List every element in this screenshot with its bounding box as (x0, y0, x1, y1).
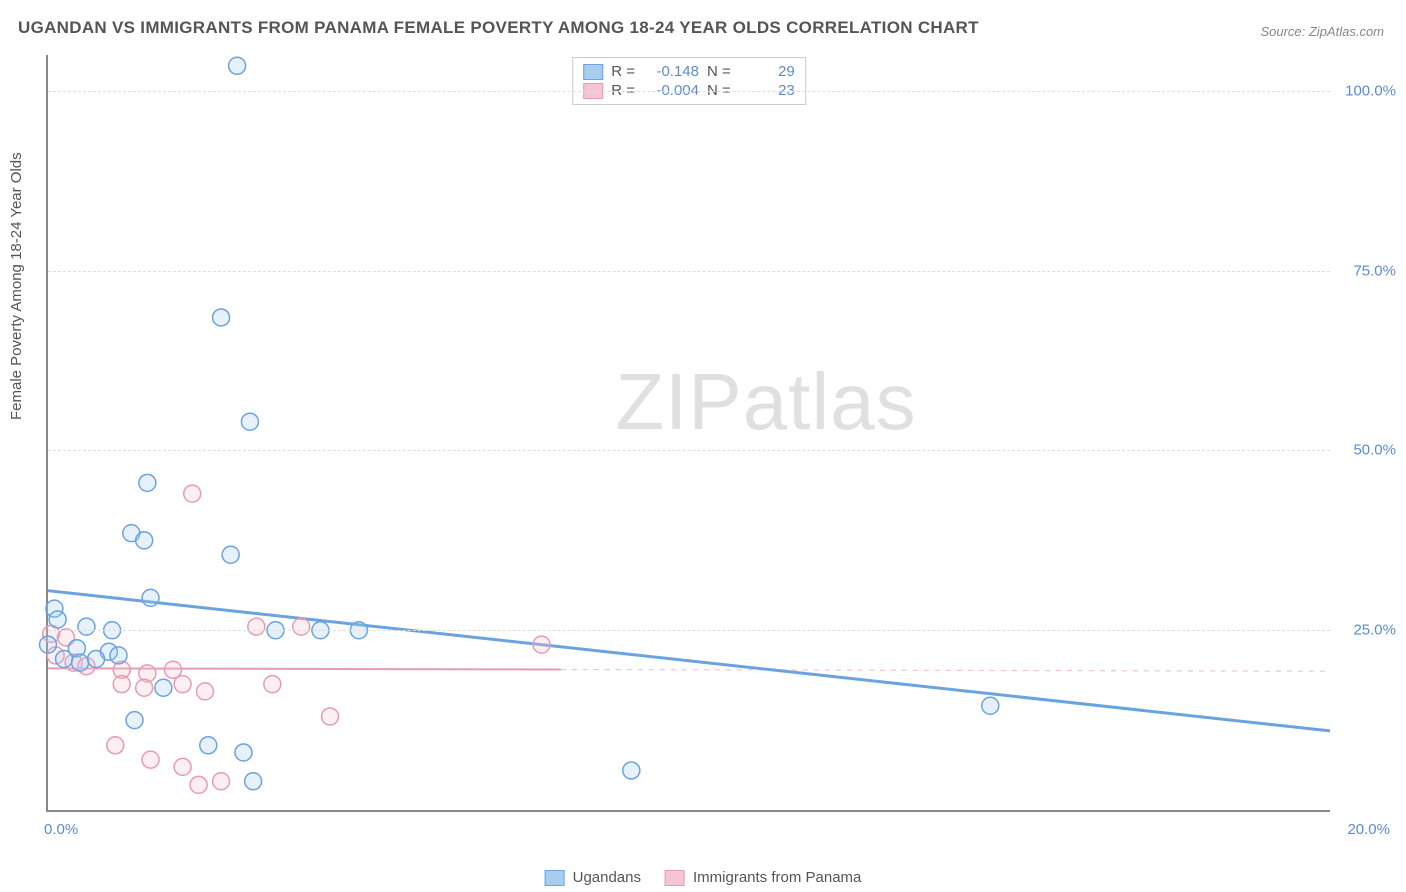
data-point-series-0 (126, 712, 143, 729)
data-point-series-1 (293, 618, 310, 635)
data-point-series-0 (213, 309, 230, 326)
y-tick-label: 75.0% (1353, 262, 1396, 279)
series-0-name: Ugandans (573, 869, 641, 886)
data-point-series-0 (72, 654, 89, 671)
swatch-series-1 (665, 870, 685, 886)
data-point-series-0 (982, 697, 999, 714)
data-point-series-0 (222, 546, 239, 563)
data-point-series-0 (139, 474, 156, 491)
data-point-series-1 (197, 683, 214, 700)
data-point-series-1 (174, 758, 191, 775)
data-point-series-0 (155, 679, 172, 696)
data-point-series-0 (623, 762, 640, 779)
data-point-series-1 (322, 708, 339, 725)
data-point-series-1 (136, 679, 153, 696)
data-point-series-0 (56, 651, 73, 668)
swatch-series-0 (545, 870, 565, 886)
data-point-series-0 (88, 651, 105, 668)
y-axis-label: Female Poverty Among 18-24 Year Olds (8, 152, 25, 420)
x-tick-label: 0.0% (44, 821, 78, 838)
data-point-series-1 (107, 737, 124, 754)
data-point-series-0 (142, 589, 159, 606)
data-point-series-0 (241, 413, 258, 430)
data-point-series-0 (136, 532, 153, 549)
gridline (48, 91, 1330, 92)
data-point-series-1 (533, 636, 550, 653)
data-point-series-1 (248, 618, 265, 635)
data-point-series-1 (213, 773, 230, 790)
data-point-series-1 (174, 676, 191, 693)
legend-item-series-0: Ugandans (545, 869, 641, 886)
gridline (48, 271, 1330, 272)
scatter-svg (48, 55, 1330, 810)
source-label: Source: ZipAtlas.com (1260, 24, 1384, 39)
data-point-series-1 (264, 676, 281, 693)
data-point-series-0 (229, 57, 246, 74)
data-point-series-0 (110, 647, 127, 664)
x-tick-label: 20.0% (1347, 821, 1390, 838)
legend-item-series-1: Immigrants from Panama (665, 869, 861, 886)
data-point-series-0 (245, 773, 262, 790)
plot-area: ZIPatlas R = -0.148 N = 29 R = -0.004 N … (46, 55, 1330, 812)
data-point-series-1 (190, 776, 207, 793)
data-point-series-1 (142, 751, 159, 768)
trend-line-series-0 (48, 591, 1330, 731)
y-tick-label: 100.0% (1345, 82, 1396, 99)
gridline (48, 450, 1330, 451)
data-point-series-0 (235, 744, 252, 761)
data-point-series-0 (49, 611, 66, 628)
chart-title: UGANDAN VS IMMIGRANTS FROM PANAMA FEMALE… (18, 18, 979, 38)
gridline (48, 630, 1330, 631)
series-legend: Ugandans Immigrants from Panama (545, 869, 862, 886)
data-point-series-0 (40, 636, 57, 653)
data-point-series-0 (78, 618, 95, 635)
data-point-series-1 (113, 676, 130, 693)
trend-line-dashed-series-1 (561, 669, 1330, 671)
series-1-name: Immigrants from Panama (693, 869, 861, 886)
data-point-series-1 (184, 485, 201, 502)
y-tick-label: 25.0% (1353, 622, 1396, 639)
data-point-series-0 (200, 737, 217, 754)
y-tick-label: 50.0% (1353, 442, 1396, 459)
